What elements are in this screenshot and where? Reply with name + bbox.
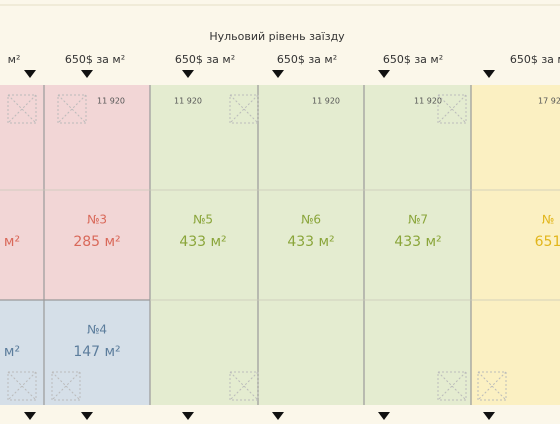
dimension-label: 17 92 (538, 97, 560, 106)
gate (57, 94, 87, 124)
price-label: м² (8, 53, 21, 66)
gate (437, 94, 467, 124)
entry-arrow (378, 412, 390, 420)
price-label: 650$ за м² (65, 53, 125, 66)
entry-arrow (182, 70, 194, 78)
unit-area: 433 м² (287, 234, 334, 250)
unit-area: 147 м² (73, 344, 120, 360)
price-label: 650$ за м² (175, 53, 235, 66)
unit-block (364, 85, 471, 405)
entry-arrow (81, 70, 93, 78)
entry-arrow (24, 412, 36, 420)
entry-arrow (378, 70, 390, 78)
gates (7, 94, 507, 401)
gate-cross (57, 94, 87, 124)
dimension-label: 11 920 (414, 97, 442, 106)
gate (51, 371, 81, 401)
gate (437, 371, 467, 401)
unit-area: 433 м² (179, 234, 226, 250)
unit-number: №3 (87, 213, 107, 227)
unit-area: 651 (535, 234, 560, 250)
arrows (24, 70, 495, 420)
unit-area: м² (4, 234, 20, 250)
gate-cross (51, 371, 81, 401)
gate (229, 371, 259, 401)
unit-number: №6 (301, 213, 321, 227)
unit-area: 433 м² (394, 234, 441, 250)
unit-block (44, 300, 150, 405)
gate-cross (7, 371, 37, 401)
gate (7, 371, 37, 401)
gate-cross (7, 94, 37, 124)
gate (477, 371, 507, 401)
gate-cross (229, 94, 259, 124)
gate-cross (437, 94, 467, 124)
unit-block (471, 85, 560, 405)
unit-block (150, 85, 258, 405)
entry-arrow (24, 70, 36, 78)
dimension-label: 11 920 (174, 97, 202, 106)
entry-arrow (272, 412, 284, 420)
unit-area: м² (4, 344, 20, 360)
level-title: Нульовий рівень заїзду (209, 30, 345, 43)
gate (7, 94, 37, 124)
unit-block (44, 85, 150, 300)
dimension-label: 11 920 (312, 97, 340, 106)
entry-arrow (272, 70, 284, 78)
price-label: 650$ за м² (277, 53, 337, 66)
entry-arrow (483, 70, 495, 78)
unit-block (258, 85, 364, 405)
unit-number: №4 (87, 323, 107, 337)
price-label: 650$ за м² (383, 53, 443, 66)
entry-arrow (483, 412, 495, 420)
unit-number: №5 (193, 213, 213, 227)
unit-number: № (542, 213, 554, 227)
unit-area: 285 м² (73, 234, 120, 250)
unit-block (0, 85, 44, 300)
gate-cross (437, 371, 467, 401)
gate-cross (229, 371, 259, 401)
dimension-label: 11 920 (97, 97, 125, 106)
entry-arrow (81, 412, 93, 420)
gate-cross (477, 371, 507, 401)
entry-arrow (182, 412, 194, 420)
unit-block (0, 300, 44, 405)
price-label: 650$ за м² (510, 53, 560, 66)
unit-number: №7 (408, 213, 428, 227)
gate (229, 94, 259, 124)
blocks (0, 85, 560, 405)
